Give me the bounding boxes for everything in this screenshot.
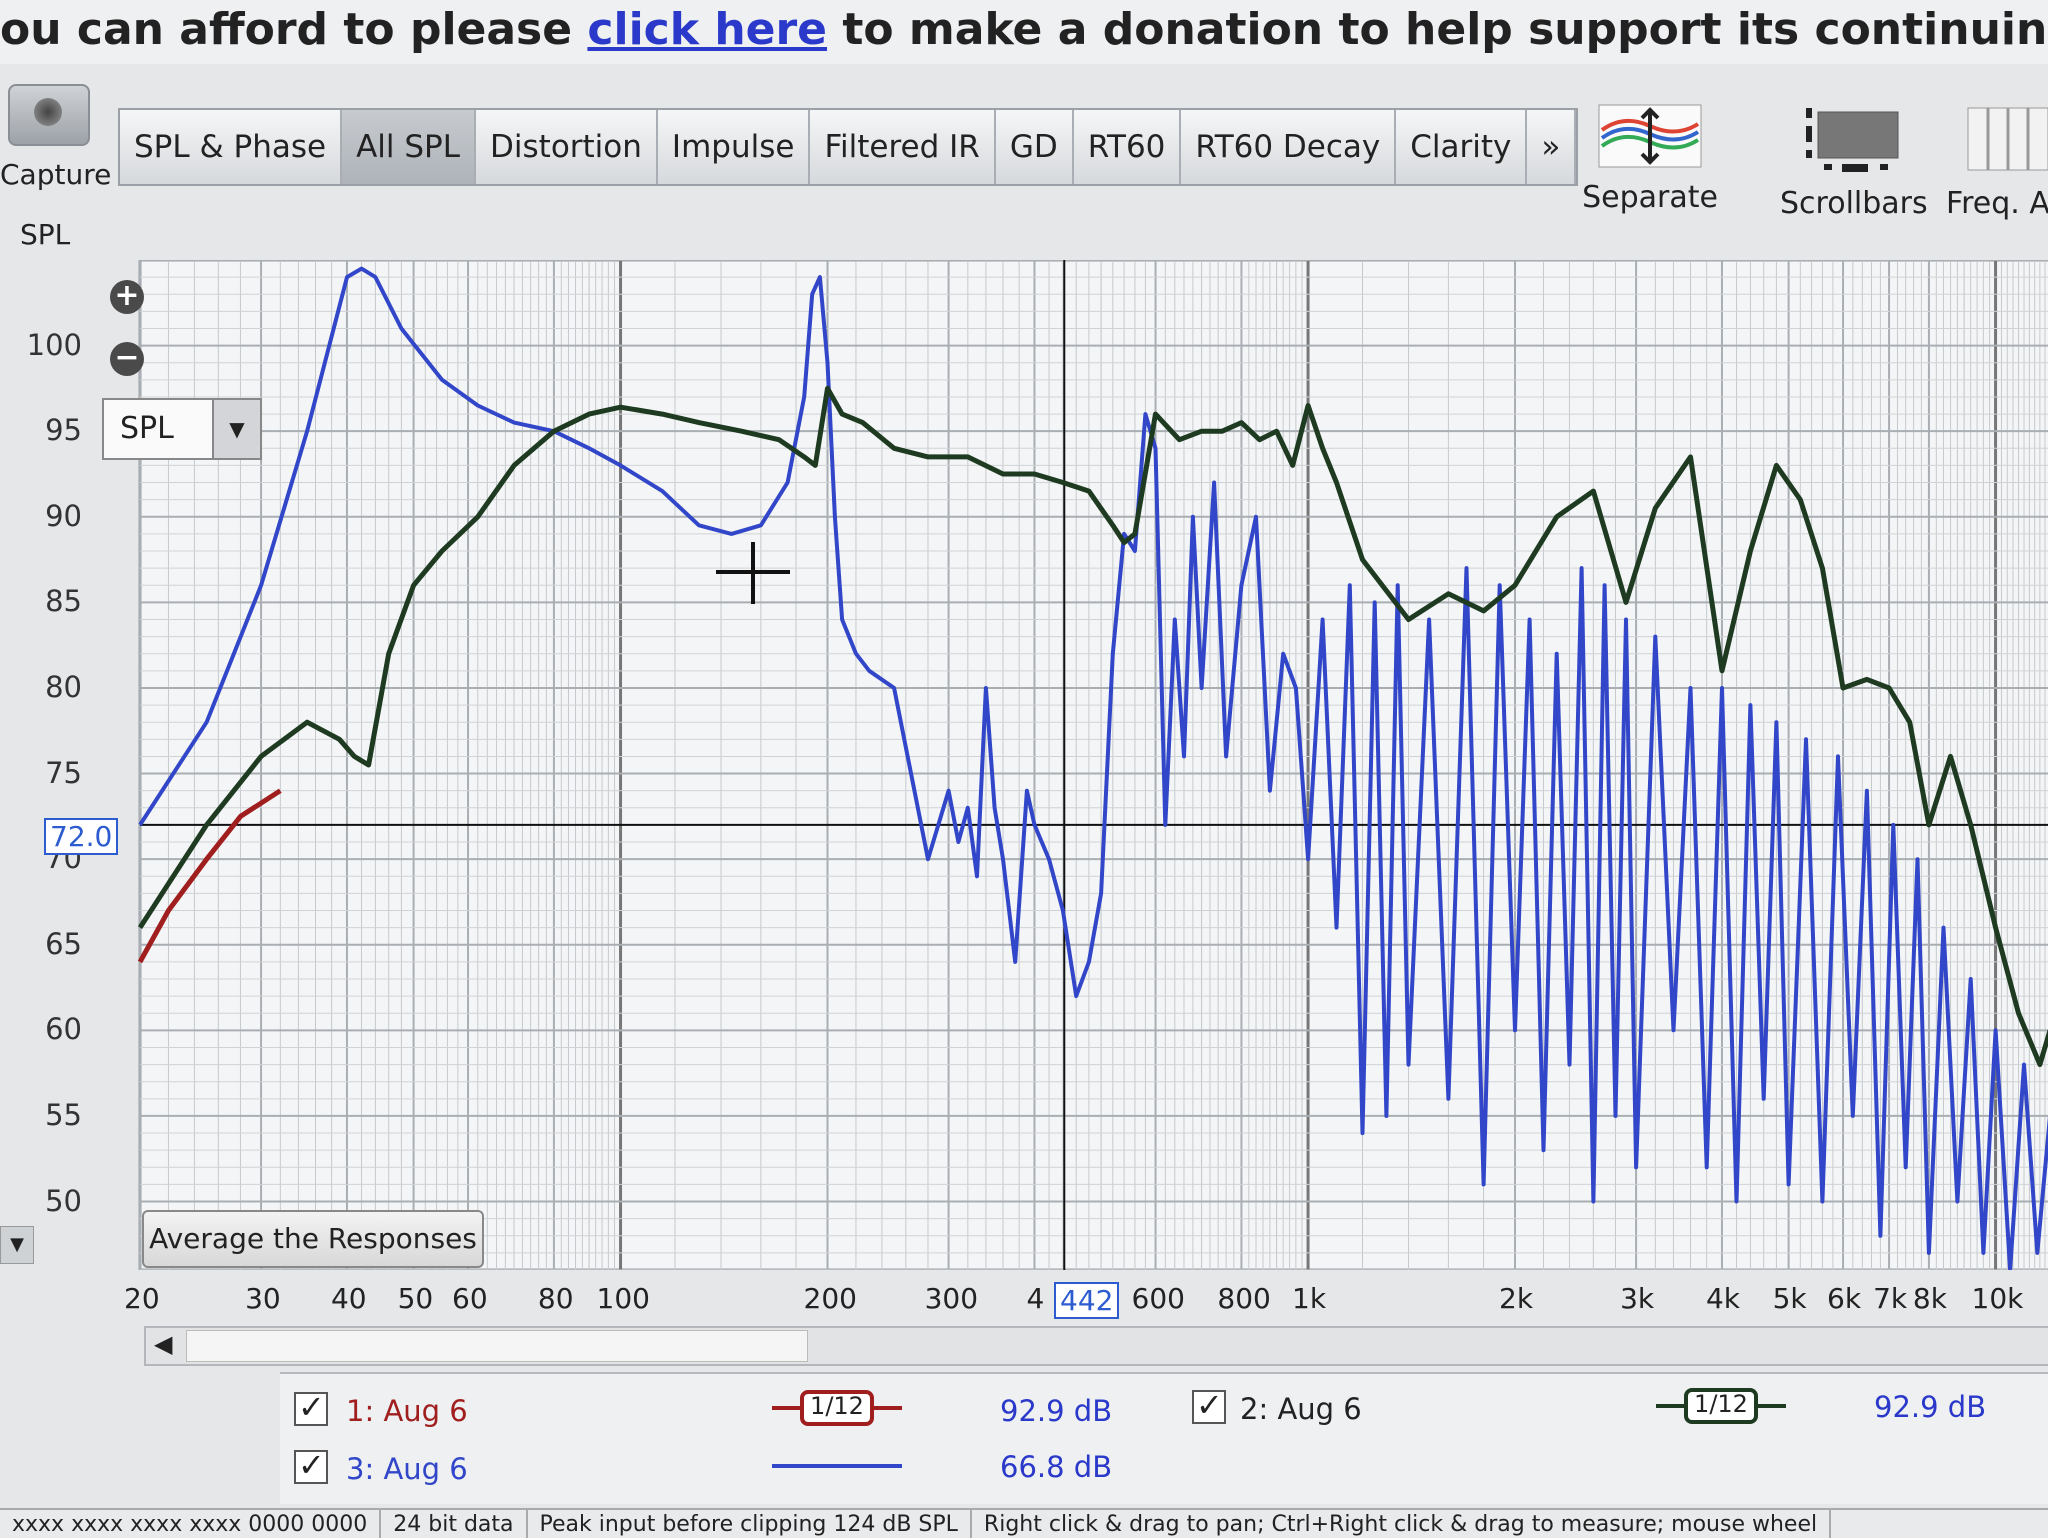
tab-gd[interactable]: GD	[995, 110, 1074, 184]
zoom-out-icon[interactable]: −	[110, 342, 144, 376]
x-tick-label: 50	[397, 1282, 434, 1315]
scroll-left-icon[interactable]: ◀	[154, 1330, 173, 1358]
x-tick-label: 600	[1131, 1282, 1185, 1315]
panel-collapse-icon[interactable]: ▼	[0, 1226, 34, 1264]
horizontal-scrollbar[interactable]: ◀	[144, 1326, 2048, 1366]
spl-dropdown[interactable]: SPL ▼	[102, 398, 262, 460]
tab-rt60[interactable]: RT60	[1073, 110, 1182, 184]
separate-icon	[1598, 104, 1702, 168]
x-tick-label: 7k	[1873, 1282, 1908, 1315]
x-tick-label: 4	[1026, 1282, 1045, 1315]
x-tick-label: 800	[1217, 1282, 1271, 1315]
separate-button[interactable]: Separate	[1580, 104, 1720, 215]
capture-label: Capture	[0, 158, 112, 191]
banner-text-before: ou can afford to please	[0, 4, 588, 55]
y-tick-label: 50	[45, 1183, 82, 1218]
legend-name-2: 2: Aug 6	[1240, 1392, 1362, 1426]
plot-background	[138, 260, 2048, 1270]
tab-distortion[interactable]: Distortion	[476, 110, 658, 184]
graph-tabs: SPL & Phase All SPL Distortion Impulse Filte…	[118, 108, 1579, 186]
scrollbars-label: Scrollbars	[1780, 186, 1928, 221]
smoothing-icon-1[interactable]	[772, 1388, 902, 1428]
status-peak: Peak input before clipping 124 dB SPL	[528, 1510, 972, 1538]
cursor-x-readout: 442	[1054, 1282, 1120, 1319]
spl-chart[interactable]	[90, 260, 2048, 1270]
smoothing-icon-2[interactable]	[1656, 1386, 1786, 1426]
average-responses-button[interactable]: Average the Responses	[142, 1210, 484, 1268]
freq-axis-label: Freq. Ax	[1946, 186, 2048, 221]
y-tick-label: 80	[45, 669, 82, 704]
x-tick-label: 3k	[1620, 1282, 1655, 1315]
freq-axis-button[interactable]: Freq. Ax	[1944, 104, 2048, 221]
status-bar: xxxx xxxx xxxx xxxx 0000 0000 24 bit data…	[0, 1508, 2048, 1538]
legend-checkbox-1[interactable]	[294, 1388, 328, 1426]
chart-svg[interactable]	[90, 260, 2048, 1270]
legend-name-1: 1: Aug 6	[346, 1394, 468, 1428]
x-tick-label: 8k	[1912, 1282, 1947, 1315]
donation-link[interactable]: click here	[587, 4, 828, 55]
y-tick-label: 85	[45, 584, 82, 619]
y-tick-label: 100	[26, 327, 82, 362]
tab-filtered-ir[interactable]: Filtered IR	[810, 110, 996, 184]
donation-banner: ou can afford to please click here to ma…	[0, 0, 2048, 64]
x-tick-label: 300	[924, 1282, 979, 1315]
series-line-2	[137, 385, 2048, 1068]
x-tick-label: 5k	[1772, 1282, 1807, 1315]
x-tick-label: 4k	[1705, 1282, 1740, 1315]
status-bits: 24 bit data	[381, 1510, 528, 1538]
legend-smoothing-2: 1/12	[1694, 1390, 1748, 1418]
y-tick-label: 55	[45, 1097, 82, 1132]
capture-button[interactable]: Capture	[0, 78, 111, 196]
series-line-3	[138, 266, 2048, 1270]
status-device: xxxx xxxx xxxx xxxx 0000 0000	[0, 1510, 382, 1538]
scrollbar-thumb[interactable]	[186, 1330, 808, 1362]
y-axis-title: SPL	[20, 218, 71, 251]
scrollbars-button[interactable]: Scrollbars	[1780, 104, 1928, 221]
tab-all-spl[interactable]: All SPL	[342, 110, 477, 184]
chevron-down-icon: ▼	[212, 400, 260, 458]
legend-checkbox-2[interactable]	[1192, 1386, 1226, 1424]
x-tick-label: 20	[124, 1282, 160, 1315]
x-tick-label: 80	[537, 1282, 574, 1315]
tab-clarity[interactable]: Clarity	[1396, 110, 1528, 184]
x-tick-label: 10k	[1971, 1282, 2024, 1315]
legend-value-3: 66.8 dB	[1000, 1450, 1113, 1484]
legend-value-1: 92.9 dB	[1000, 1394, 1113, 1428]
x-tick-label: 2k	[1499, 1282, 1534, 1315]
legend-name-3: 3: Aug 6	[346, 1452, 468, 1486]
tab-more[interactable]: »	[1527, 110, 1577, 184]
x-tick-label: 60	[452, 1282, 488, 1315]
x-tick-label: 6k	[1827, 1282, 1862, 1315]
line-style-icon-3[interactable]	[772, 1452, 902, 1482]
x-tick-label: 30	[245, 1282, 281, 1315]
cursor-y-readout: 72.0	[44, 818, 119, 855]
y-tick-label: 95	[45, 413, 82, 448]
legend-checkbox-3[interactable]	[294, 1446, 328, 1484]
separate-label: Separate	[1582, 180, 1718, 215]
x-tick-label: 200	[803, 1282, 857, 1315]
x-tick-label: 40	[330, 1282, 367, 1315]
legend-value-2: 92.9 dB	[1874, 1390, 1987, 1424]
tab-spl-phase[interactable]: SPL & Phase	[120, 110, 343, 184]
banner-text-after: to make a donation to help support its c…	[842, 4, 2048, 55]
y-tick-label: 60	[45, 1012, 82, 1047]
legend-smoothing-1: 1/12	[810, 1392, 864, 1420]
tab-rt60-decay[interactable]: RT60 Decay	[1181, 110, 1397, 184]
x-tick-label: 100	[596, 1282, 650, 1315]
x-tick-label: 1k	[1292, 1282, 1327, 1315]
legend-panel: 1: Aug 6 1/12 92.9 dB 2: Aug 6 1/12 92.9…	[280, 1372, 2048, 1504]
series-line-1	[137, 788, 282, 964]
status-hint: Right click & drag to pan; Ctrl+Right cl…	[972, 1510, 1832, 1538]
spl-dropdown-value: SPL	[120, 411, 174, 446]
tab-impulse[interactable]: Impulse	[657, 110, 811, 184]
y-tick-label: 75	[45, 755, 82, 790]
camera-icon	[8, 84, 90, 146]
zoom-in-icon[interactable]: +	[110, 280, 144, 314]
freq-axis-icon	[1967, 107, 2048, 171]
y-tick-label: 90	[45, 498, 82, 533]
y-tick-label: 65	[45, 926, 82, 961]
scrollbars-icon	[1806, 108, 1899, 172]
